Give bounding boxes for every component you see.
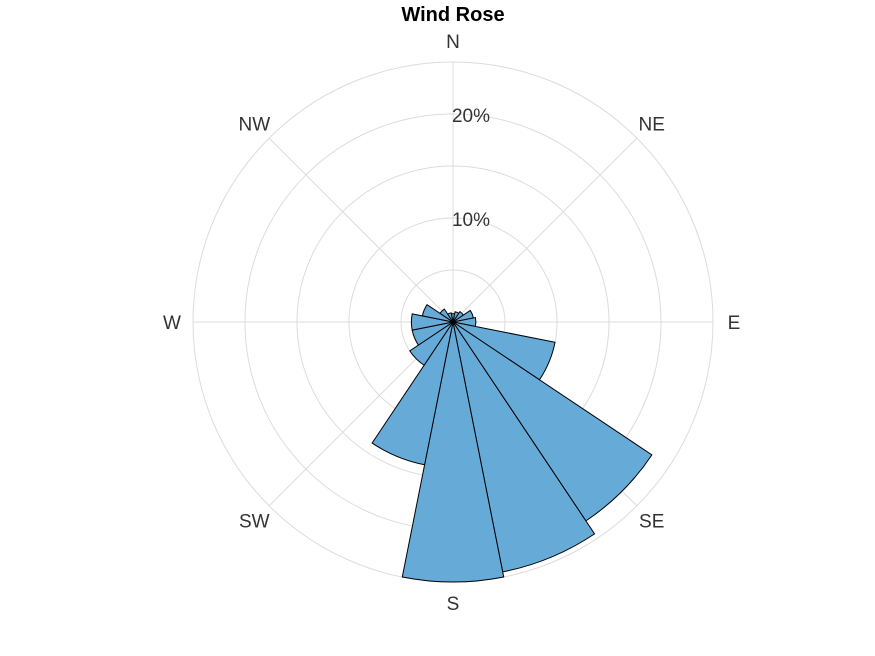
direction-labels: N NE E SE S SW W NW — [163, 32, 740, 615]
grid-spoke-ne — [452, 137, 638, 323]
grid-spoke-nw — [268, 137, 454, 323]
direction-label-sw: SW — [239, 512, 270, 533]
direction-label-s: S — [447, 594, 460, 615]
petal-225deg — [409, 321, 454, 366]
petal-180deg — [401, 321, 505, 583]
direction-label-se: SE — [639, 512, 664, 533]
direction-label-ne: NE — [638, 114, 664, 135]
petal-292_5deg — [421, 303, 454, 323]
chart-title: Wind Rose — [401, 4, 504, 26]
petal-337_5deg — [447, 312, 454, 323]
petal-270deg — [410, 313, 454, 331]
ring-label-20: 20% — [452, 106, 490, 127]
direction-label-nw: NW — [238, 114, 270, 135]
direction-label-e: E — [728, 313, 741, 334]
petal-202_5deg — [371, 321, 454, 466]
petal-315deg — [439, 308, 454, 323]
ring-labels: 10% 20% — [452, 106, 490, 231]
ring-label-10: 10% — [452, 210, 490, 231]
direction-label-n: N — [446, 32, 460, 53]
wind-petals — [371, 303, 653, 583]
direction-label-w: W — [163, 313, 181, 334]
